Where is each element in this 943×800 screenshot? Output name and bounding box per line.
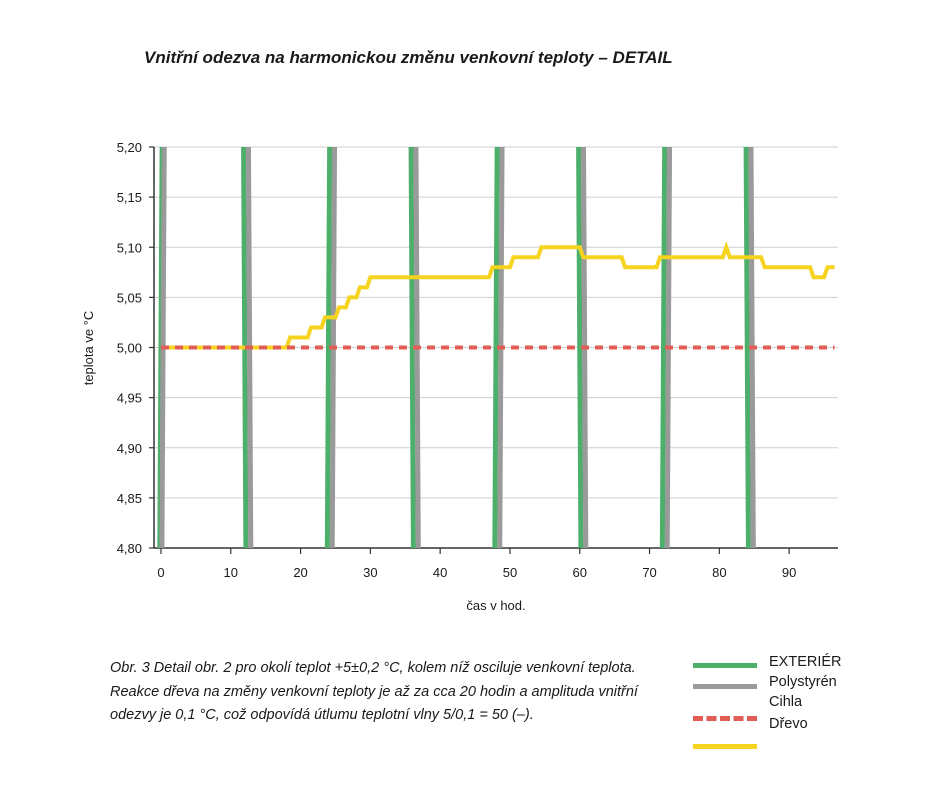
series-exterier-crossing [492,147,500,548]
legend-label-exterier: EXTERIÉR [769,654,842,670]
tick-label-x: 70 [642,565,656,580]
tick-label-x: 20 [293,565,307,580]
tick-label-y: 5,10 [117,240,142,255]
legend-swatch-exterier [693,663,757,668]
tick-label-x: 10 [224,565,238,580]
legend-label-polystyren: Polystyrén [769,674,837,690]
series-polystyren-crossing [748,147,756,548]
tick-label-y: 4,80 [117,541,142,556]
series-exterier-crossing [743,147,751,548]
tick-label-x: 50 [503,565,517,580]
legend: EXTERIÉR Polystyrén Cihla Dřevo [693,654,893,754]
series-polystyren-crossing [245,147,254,548]
tick-label-y: 4,85 [117,491,142,506]
series-exterier-crossing [408,147,416,548]
tick-label-x: 40 [433,565,447,580]
series-exterier-crossing [659,147,668,548]
tick-label-x: 60 [573,565,587,580]
series-group [157,147,835,548]
legend-label-drevo: Dřevo [769,716,808,732]
series-polystyren-crossing [329,147,338,548]
figure-caption: Obr. 3 Detail obr. 2 pro okolí teplot +5… [110,660,638,723]
tick-label-x: 30 [363,565,377,580]
chart-title: Vnitřní odezva na harmonickou změnu venk… [144,48,673,67]
x-axis-label: čas v hod. [466,598,525,613]
tick-label-x: 90 [782,565,796,580]
tick-label-y: 5,05 [117,290,142,305]
series-polystyren-crossing [497,147,505,548]
series-polystyren-crossing [413,147,421,548]
series-exterier-crossing [576,147,584,548]
series-polystyren-crossing [159,147,167,548]
line-chart: 4,80 4,85 4,90 4,95 5,00 5,05 5,10 5,15 5,20 0 10 2… [81,140,838,613]
series-polystyren-crossing [664,147,673,548]
tick-label-x: 80 [712,565,726,580]
series-drevo-line [161,241,835,350]
tick-label-x: 0 [157,565,164,580]
legend-swatch-cihla [693,716,757,721]
tick-labels: 4,80 4,85 4,90 4,95 5,00 5,05 5,10 5,15 5,20 0 10 2… [117,140,797,580]
legend-label-cihla: Cihla [769,694,803,710]
tick-label-y: 4,90 [117,441,142,456]
tick-label-y: 4,95 [117,391,142,406]
tick-label-y: 5,15 [117,190,142,205]
series-polystyren-crossing [580,147,589,548]
tick-label-y: 5,20 [117,140,142,155]
y-axis-label: teplota ve °C [81,311,96,386]
series-exterier-crossing [324,147,333,548]
legend-swatch-drevo [693,744,757,749]
series-exterier-crossing [241,147,249,548]
legend-swatch-polystyren [693,684,757,689]
tick-label-y: 5,00 [117,341,142,356]
